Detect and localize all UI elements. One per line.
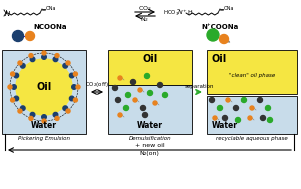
- Text: $\mathit{N}$: $\mathit{N}$: [4, 9, 11, 18]
- Circle shape: [29, 54, 33, 58]
- Circle shape: [42, 51, 46, 55]
- Circle shape: [133, 98, 137, 102]
- Circle shape: [118, 76, 122, 80]
- Circle shape: [30, 112, 35, 117]
- Text: Oil: Oil: [142, 54, 158, 64]
- Text: Water: Water: [212, 121, 238, 130]
- Circle shape: [157, 83, 163, 88]
- Circle shape: [235, 118, 240, 122]
- Bar: [108, 50, 192, 85]
- Text: N₂(on): N₂(on): [140, 151, 160, 156]
- Circle shape: [20, 64, 25, 68]
- Circle shape: [123, 105, 129, 111]
- Text: ONa: ONa: [224, 6, 234, 12]
- Circle shape: [18, 109, 22, 113]
- Text: CO$_2$(off): CO$_2$(off): [85, 80, 109, 89]
- Circle shape: [53, 57, 58, 62]
- Bar: [207, 96, 297, 134]
- Text: Water: Water: [31, 121, 57, 130]
- Circle shape: [70, 96, 74, 101]
- Circle shape: [14, 73, 19, 78]
- Circle shape: [70, 73, 74, 78]
- Circle shape: [73, 98, 77, 102]
- Circle shape: [163, 92, 167, 98]
- Circle shape: [131, 80, 135, 84]
- Circle shape: [66, 61, 70, 65]
- Circle shape: [118, 113, 122, 117]
- Circle shape: [29, 116, 33, 120]
- Circle shape: [142, 112, 147, 118]
- Bar: [108, 85, 192, 134]
- Circle shape: [72, 85, 76, 89]
- Circle shape: [55, 54, 59, 58]
- Circle shape: [14, 96, 19, 101]
- Circle shape: [13, 30, 23, 42]
- Bar: [207, 50, 297, 94]
- Circle shape: [18, 61, 22, 65]
- Text: N$_2$: N$_2$: [141, 15, 150, 24]
- Circle shape: [241, 98, 247, 102]
- Circle shape: [55, 116, 59, 120]
- Text: + new oil: + new oil: [135, 143, 164, 148]
- Text: "clean" oil phase: "clean" oil phase: [229, 74, 275, 78]
- Circle shape: [226, 98, 230, 102]
- Circle shape: [26, 32, 35, 40]
- Text: Oil: Oil: [36, 82, 52, 92]
- Text: NCOONa: NCOONa: [33, 24, 67, 30]
- Circle shape: [209, 98, 215, 102]
- Circle shape: [207, 29, 219, 41]
- Circle shape: [63, 64, 67, 68]
- Circle shape: [213, 116, 217, 120]
- Circle shape: [53, 112, 58, 117]
- Circle shape: [260, 115, 265, 121]
- Circle shape: [113, 85, 117, 91]
- Circle shape: [126, 92, 131, 98]
- Text: CO$_2$: CO$_2$: [138, 5, 152, 13]
- Circle shape: [8, 85, 12, 89]
- Circle shape: [20, 106, 25, 111]
- Circle shape: [248, 116, 252, 120]
- Text: Pickering Emulsion: Pickering Emulsion: [18, 136, 70, 141]
- Circle shape: [42, 55, 46, 59]
- Circle shape: [147, 91, 153, 95]
- Circle shape: [144, 74, 150, 78]
- Text: HCO$_3^-$: HCO$_3^-$: [163, 8, 181, 18]
- Text: ONa: ONa: [46, 6, 57, 12]
- Circle shape: [268, 118, 272, 122]
- Circle shape: [16, 59, 72, 115]
- Circle shape: [141, 105, 145, 111]
- Circle shape: [222, 115, 228, 121]
- Text: Water: Water: [137, 121, 163, 130]
- Circle shape: [153, 101, 157, 105]
- Text: Oil: Oil: [212, 54, 227, 64]
- Text: Demulsification: Demulsification: [129, 136, 171, 141]
- Circle shape: [234, 105, 238, 111]
- Text: recyclable aqueous phase: recyclable aqueous phase: [216, 136, 288, 141]
- Circle shape: [12, 85, 16, 89]
- Text: $\mathit{N^+}$H: $\mathit{N^+}$H: [177, 9, 194, 17]
- Circle shape: [218, 105, 222, 111]
- Circle shape: [138, 88, 142, 92]
- Circle shape: [73, 72, 77, 76]
- Circle shape: [116, 98, 120, 102]
- Circle shape: [11, 98, 14, 102]
- Circle shape: [66, 109, 70, 113]
- Circle shape: [250, 106, 254, 110]
- Circle shape: [76, 85, 80, 89]
- Circle shape: [265, 105, 271, 111]
- Circle shape: [219, 35, 228, 43]
- Circle shape: [63, 106, 67, 111]
- Circle shape: [42, 115, 46, 119]
- Circle shape: [42, 119, 46, 123]
- Circle shape: [11, 72, 14, 76]
- Text: N⁺COONa: N⁺COONa: [201, 24, 239, 30]
- Circle shape: [257, 98, 262, 102]
- Circle shape: [30, 57, 35, 62]
- Text: separation: separation: [185, 84, 214, 89]
- Bar: [2, 50, 86, 134]
